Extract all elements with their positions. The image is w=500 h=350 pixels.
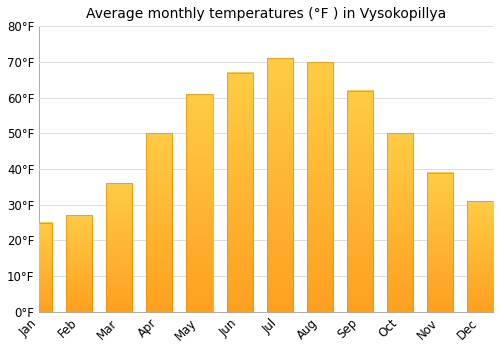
Title: Average monthly temperatures (°F ) in Vysokopillya: Average monthly temperatures (°F ) in Vy…: [86, 7, 446, 21]
